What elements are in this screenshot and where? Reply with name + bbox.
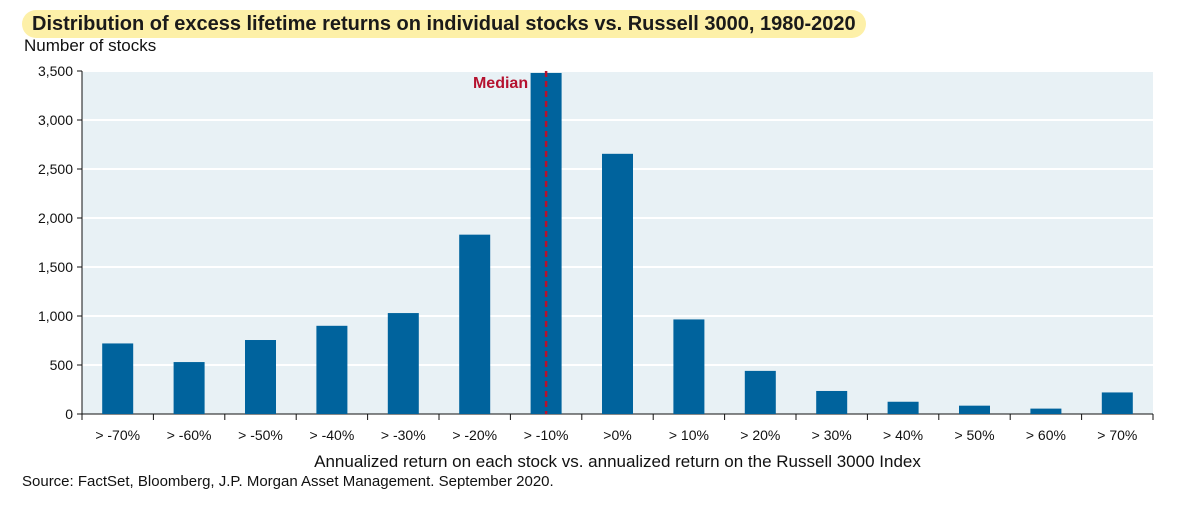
x-tick-label: > 30% bbox=[812, 427, 852, 443]
x-tick-label: > -10% bbox=[524, 427, 569, 443]
y-tick-label: 2,500 bbox=[38, 161, 73, 177]
bar bbox=[316, 325, 348, 414]
x-tick-label: > -40% bbox=[310, 427, 355, 443]
y-tick-label: 3,000 bbox=[38, 112, 73, 128]
bar bbox=[816, 390, 848, 414]
x-tick-label: >0% bbox=[603, 427, 631, 443]
source-note: Source: FactSet, Bloomberg, J.P. Morgan … bbox=[22, 473, 554, 490]
x-tick-label: > 60% bbox=[1026, 427, 1066, 443]
bar bbox=[459, 234, 491, 414]
bar bbox=[959, 405, 990, 414]
y-axis-label: Number of stocks bbox=[24, 36, 157, 55]
y-tick-label: 2,000 bbox=[38, 210, 73, 226]
bar bbox=[387, 313, 419, 414]
bar bbox=[1101, 392, 1133, 414]
x-tick-label: > -30% bbox=[381, 427, 426, 443]
y-tick-label: 3,500 bbox=[38, 63, 73, 79]
x-tick-label: > 40% bbox=[883, 427, 923, 443]
x-axis-label: Annualized return on each stock vs. annu… bbox=[314, 452, 921, 471]
x-tick-label: > 20% bbox=[740, 427, 780, 443]
bar bbox=[102, 343, 134, 414]
bar bbox=[673, 319, 705, 414]
chart-title: Distribution of excess lifetime returns … bbox=[22, 10, 866, 38]
bar bbox=[887, 401, 919, 414]
x-tick-label: > -60% bbox=[167, 427, 212, 443]
x-tick-label: > 10% bbox=[669, 427, 709, 443]
y-tick-label: 500 bbox=[50, 357, 74, 373]
x-tick-label: > 50% bbox=[954, 427, 994, 443]
median-label: Median bbox=[473, 75, 528, 92]
y-tick-label: 1,500 bbox=[38, 259, 73, 275]
bar bbox=[245, 340, 276, 414]
bar bbox=[173, 362, 205, 414]
bar bbox=[1030, 408, 1062, 414]
y-tick-label: 0 bbox=[65, 406, 73, 422]
bar bbox=[602, 153, 633, 414]
x-tick-label: > -50% bbox=[238, 427, 283, 443]
x-tick-label: > 70% bbox=[1097, 427, 1137, 443]
x-tick-label: > -20% bbox=[452, 427, 497, 443]
x-tick-label: > -70% bbox=[95, 427, 140, 443]
bar bbox=[744, 370, 776, 414]
y-tick-label: 1,000 bbox=[38, 308, 73, 324]
